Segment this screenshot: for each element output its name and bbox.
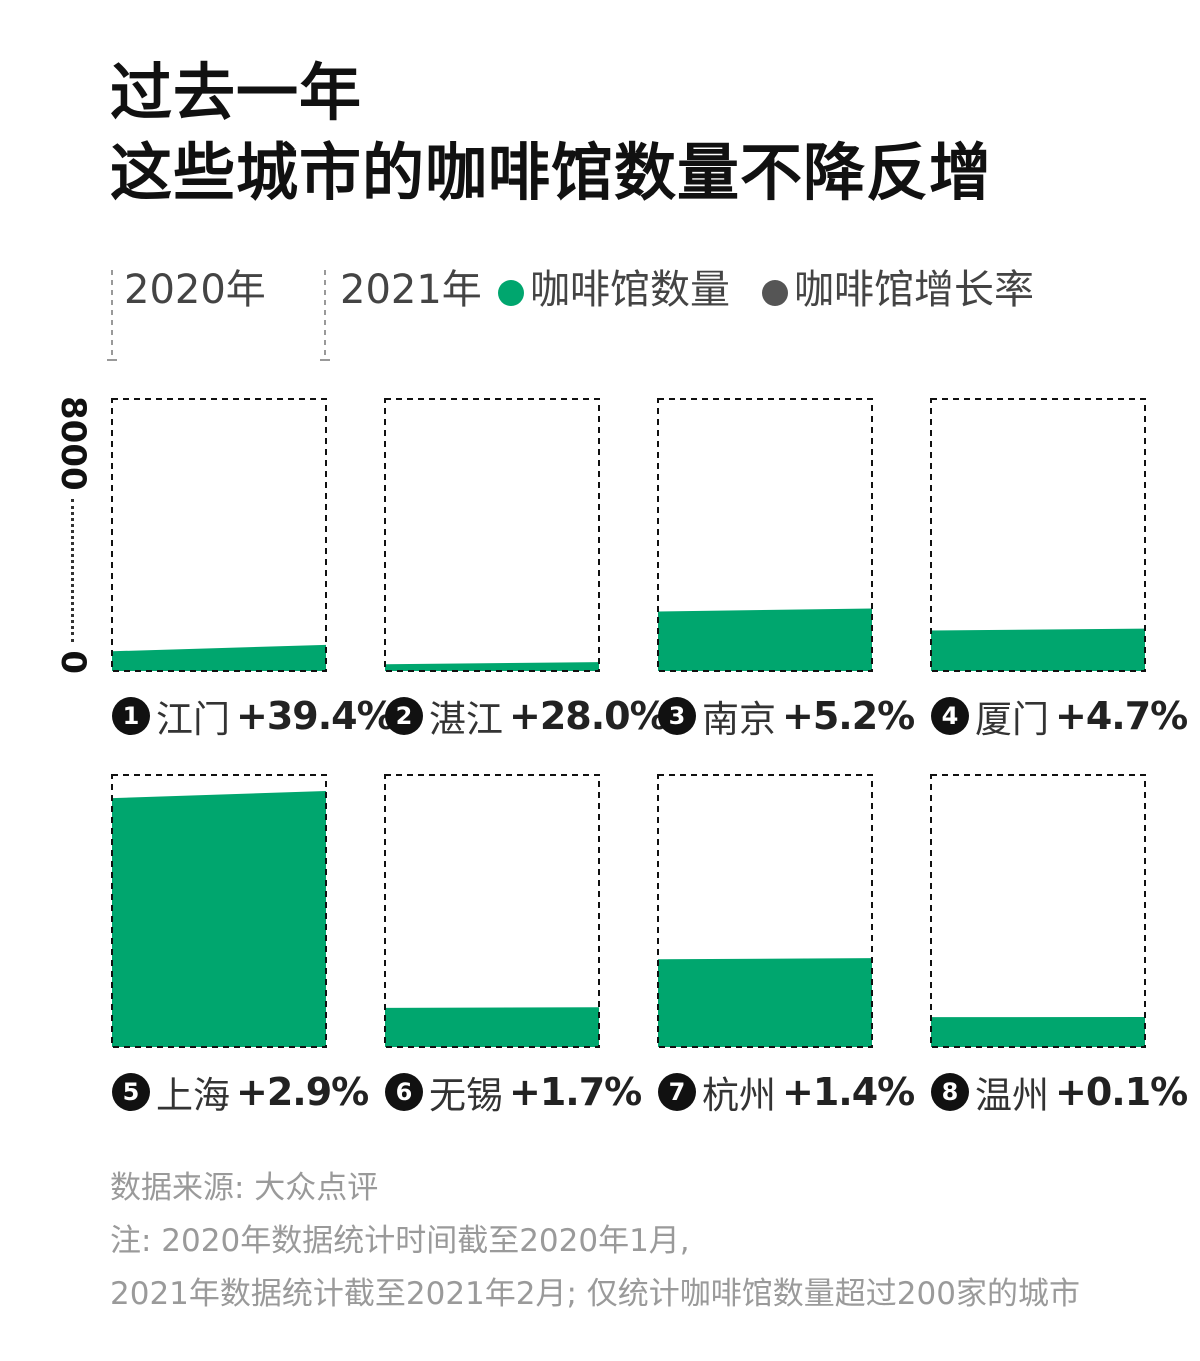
growth-rate: +1.7% (509, 1070, 642, 1114)
axis-max-label: 8000 (53, 396, 93, 491)
area-江门 (112, 644, 326, 671)
chart-frame (930, 774, 1146, 1048)
rank-badge: 2 (385, 697, 423, 735)
city-name: 南京 (702, 698, 776, 741)
note-line-1: 注: 2020年数据统计时间截至2020年1月, (110, 1223, 690, 1259)
growth-rate: +5.2% (782, 694, 915, 738)
axis-min-label: 0 (53, 650, 93, 674)
growth-rate: +28.0% (509, 694, 668, 738)
chart-5 (111, 774, 327, 1048)
rank-badge: 4 (931, 697, 969, 735)
city-name: 湛江 (429, 698, 503, 741)
note-line-2: 2021年数据统计截至2021年2月; 仅统计咖啡馆数量超过200家的城市 (110, 1276, 1080, 1312)
title-line-2: 这些城市的咖啡馆数量不降反增 (110, 136, 993, 209)
rank-badge: 8 (931, 1073, 969, 1111)
area-湛江 (385, 662, 599, 671)
city-name: 温州 (975, 1074, 1049, 1117)
year-bracket-2020 (107, 270, 117, 361)
area-温州 (931, 1017, 1145, 1047)
city-label-6: 6 无锡 +1.7% (385, 1067, 642, 1117)
area-无锡 (385, 1007, 599, 1047)
rank-badge: 6 (385, 1073, 423, 1111)
city-label-4: 4 厦门 +4.7% (931, 691, 1188, 741)
area-厦门 (931, 628, 1145, 671)
area-上海 (112, 790, 326, 1047)
legend-year-2020: 2020年 (124, 267, 266, 313)
chart-frame (111, 398, 327, 672)
chart-6 (384, 774, 600, 1048)
legend-growth-label: 咖啡馆增长率 (794, 267, 1034, 313)
growth-rate: +0.1% (1055, 1070, 1188, 1114)
city-name: 上海 (156, 1074, 230, 1117)
city-label-7: 7 杭州 +1.4% (658, 1067, 915, 1117)
chart-frame (657, 398, 873, 672)
chart-4 (930, 398, 1146, 672)
chart-2 (384, 398, 600, 672)
rank-badge: 3 (658, 697, 696, 735)
legend-count-dot (498, 280, 524, 306)
chart-3 (657, 398, 873, 672)
area-杭州 (658, 958, 872, 1047)
chart-frame (384, 398, 600, 672)
growth-rate: +2.9% (236, 1070, 369, 1114)
chart-frame (111, 774, 327, 1048)
y-axis-indicator: 8000 0 (53, 396, 93, 674)
chart-1 (111, 398, 327, 672)
city-name: 江门 (156, 698, 230, 741)
city-name: 无锡 (429, 1074, 503, 1117)
growth-rate: +39.4% (236, 694, 395, 738)
axis-dotted-line (71, 498, 75, 643)
area-南京 (658, 608, 872, 671)
city-label-8: 8 温州 +0.1% (931, 1067, 1188, 1117)
legend-growth-dot (762, 280, 788, 306)
chart-7 (657, 774, 873, 1048)
title-line-1: 过去一年 (110, 56, 363, 129)
city-label-5: 5 上海 +2.9% (112, 1067, 369, 1117)
growth-rate: +4.7% (1055, 694, 1188, 738)
rank-badge: 5 (112, 1073, 150, 1111)
rank-badge: 1 (112, 697, 150, 735)
legend-count-label: 咖啡馆数量 (530, 267, 730, 313)
rank-badge: 7 (658, 1073, 696, 1111)
chart-8 (930, 774, 1146, 1048)
year-bracket-2021 (320, 270, 330, 361)
city-name: 厦门 (975, 698, 1049, 741)
chart-frame (930, 398, 1146, 672)
city-name: 杭州 (702, 1074, 776, 1117)
chart-frame (657, 774, 873, 1048)
city-label-1: 1 江门 +39.4% (112, 691, 395, 741)
growth-rate: +1.4% (782, 1070, 915, 1114)
source-line: 数据来源: 大众点评 (110, 1170, 379, 1206)
city-label-2: 2 湛江 +28.0% (385, 691, 668, 741)
chart-frame (384, 774, 600, 1048)
city-label-3: 3 南京 +5.2% (658, 691, 915, 741)
legend-year-2021: 2021年 (340, 267, 482, 313)
